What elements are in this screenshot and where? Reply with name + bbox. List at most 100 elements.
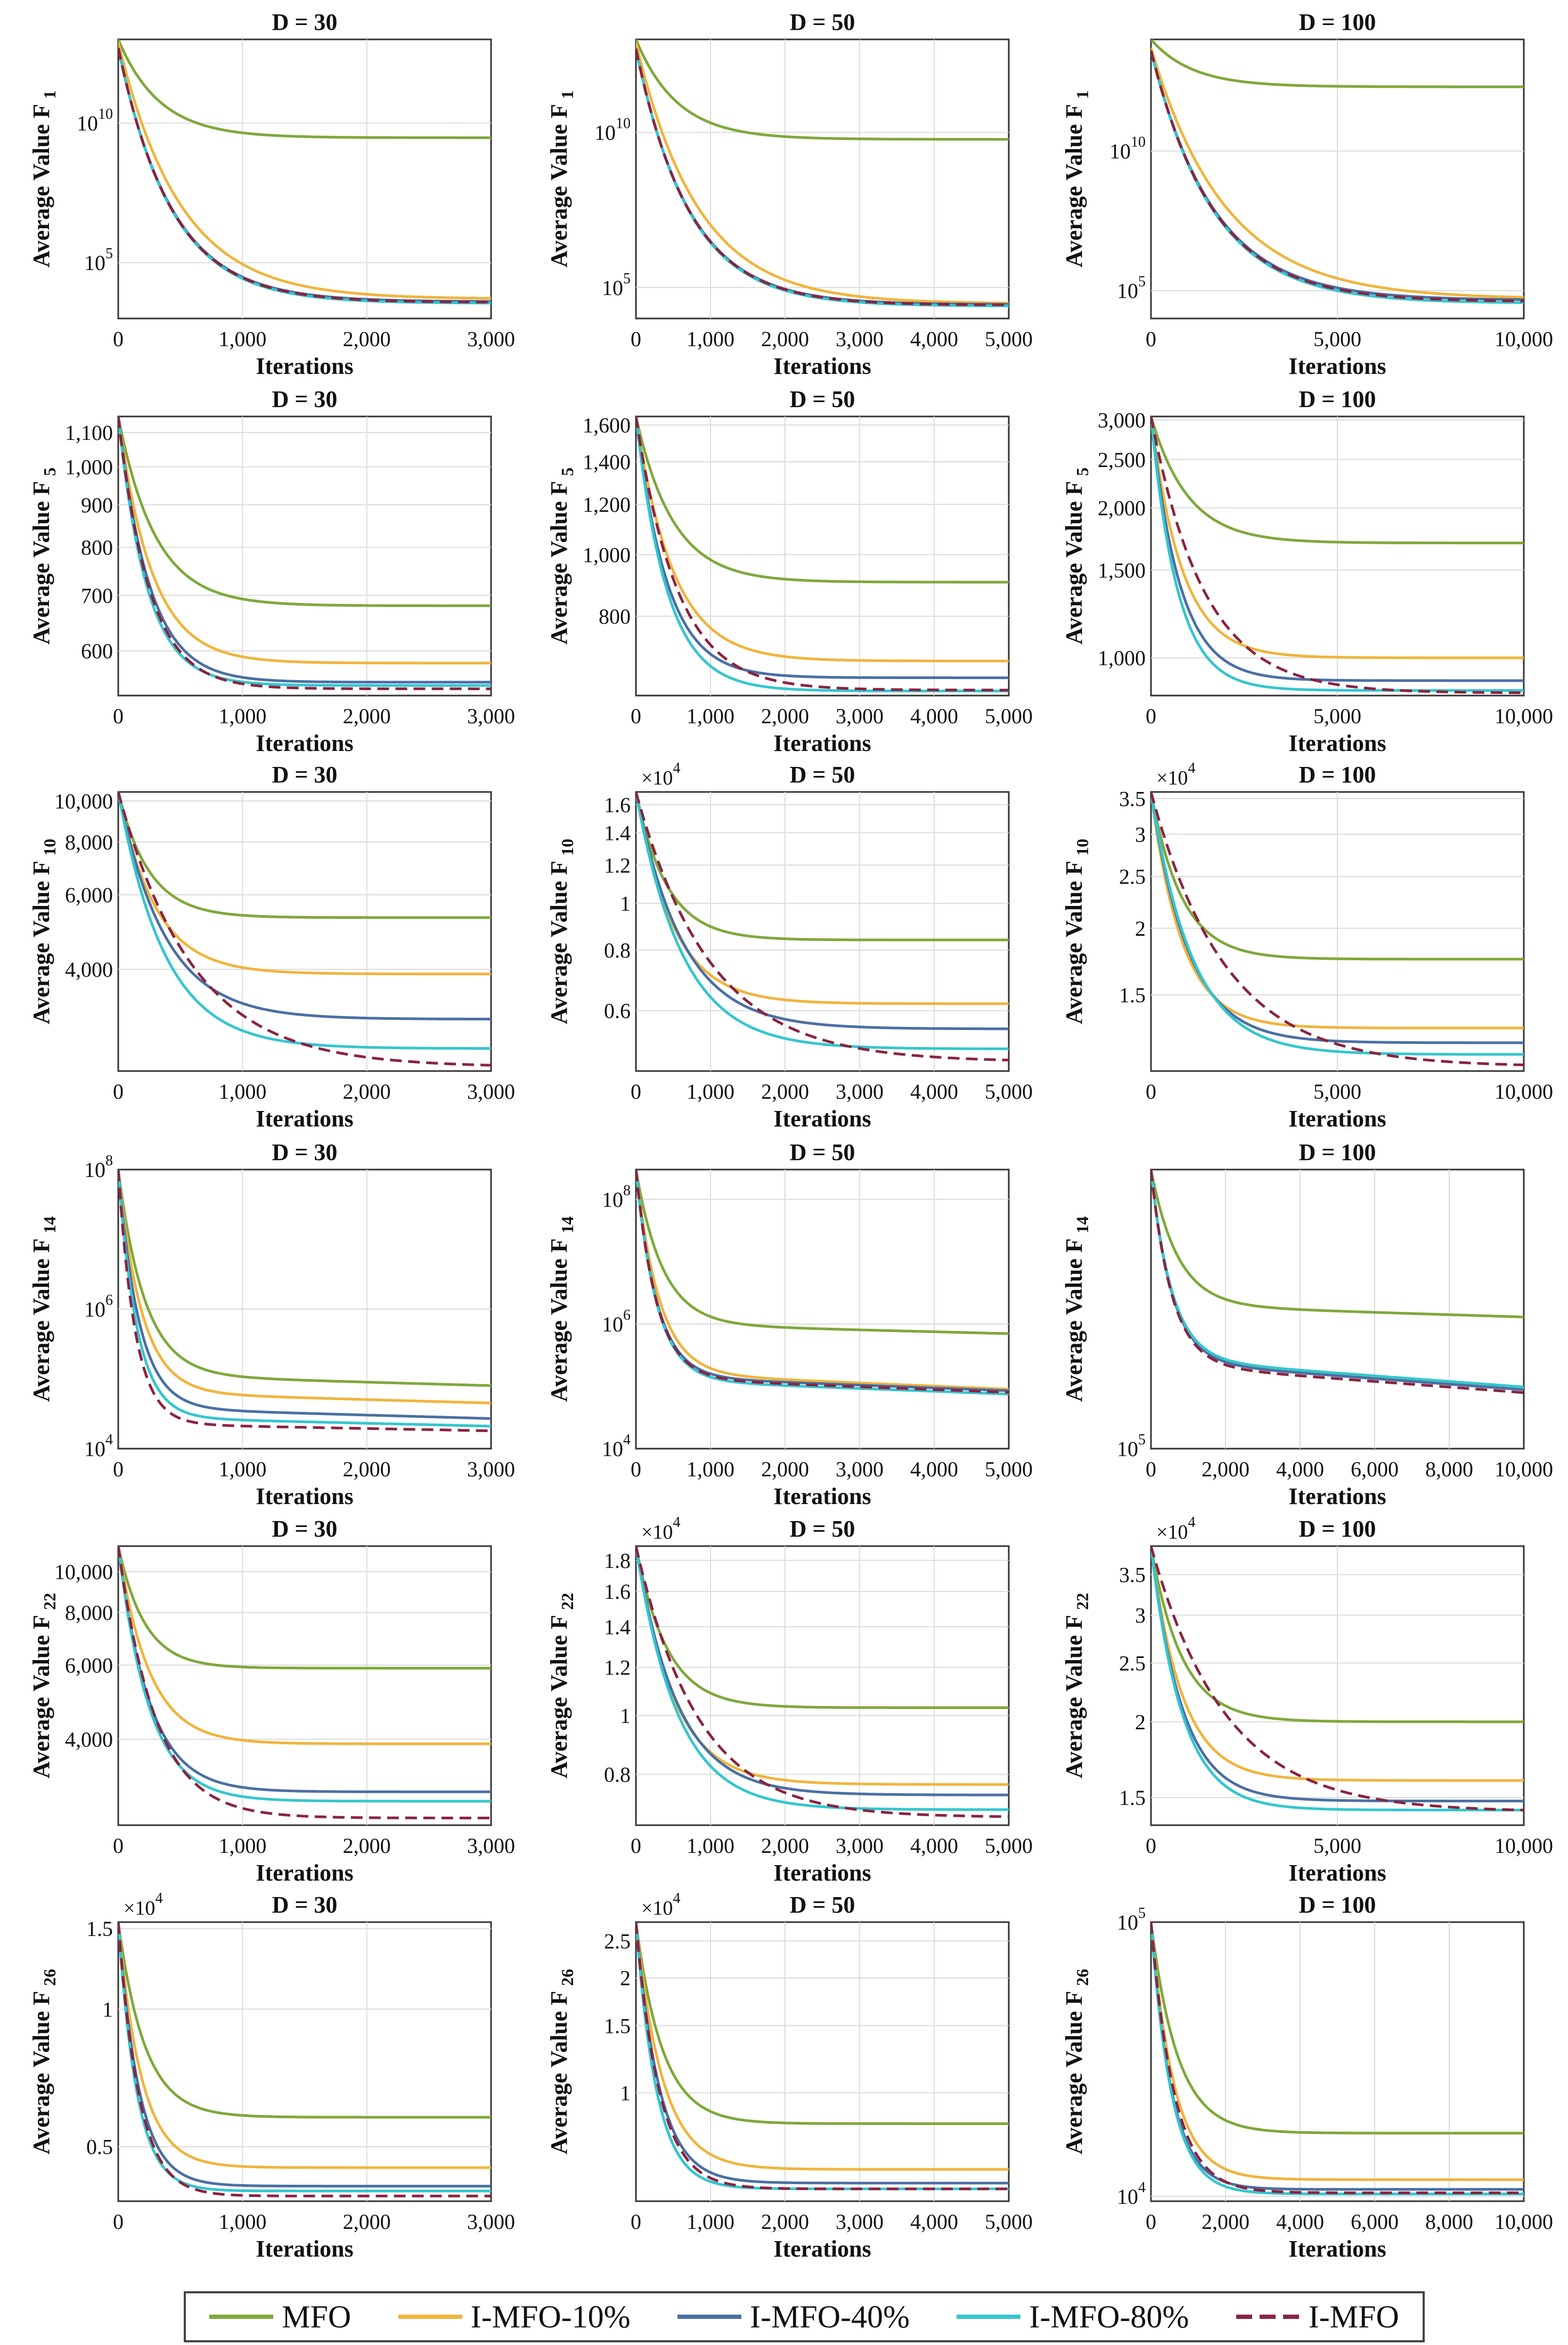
x-axis-label: Iterations (1288, 1860, 1386, 1886)
x-axis-label: Iterations (773, 1860, 871, 1886)
series-line-i-mfo-10pct (1151, 416, 1524, 659)
x-tick-label: 5,000 (1313, 704, 1361, 728)
y-tick-label: 2,000 (1098, 496, 1146, 520)
series-line-i-mfo-10pct (1151, 47, 1524, 299)
y-tick-label: 1.5 (604, 2014, 631, 2038)
x-tick-label: 4,000 (910, 1457, 958, 1481)
x-axis-label: Iterations (773, 2236, 871, 2262)
subplot-F14-D30: 0 1,000 2,000 3,000 104 106 108 D = 30 Iteration… (28, 1139, 515, 1509)
legend-label: I-MFO-10% (470, 2299, 631, 2334)
y-axis-label: Average Value F 26 (28, 1969, 59, 2155)
series-line-mfo (1151, 1922, 1524, 2135)
x-axis-label: Iterations (256, 1483, 353, 1509)
subplot-F5-D50: 0 1,000 2,000 3,000 4,000 5,000 800 1,000 1,200 1… (546, 386, 1033, 756)
series-line-i-mfo-10pct (636, 42, 1009, 305)
x-tick-label: 1,000 (218, 327, 266, 351)
y-tick-label: 105 (1117, 274, 1146, 303)
series-line-i-mfo-40pct (636, 1546, 1009, 1796)
x-tick-label: 4,000 (1276, 1457, 1324, 1481)
y-tick-label: 105 (1117, 1432, 1146, 1461)
series-line-i-mfo-40pct (118, 1546, 491, 1793)
legend-swatch (398, 2315, 462, 2319)
x-tick-label: 3,000 (836, 1834, 884, 1858)
series-line-i-mfo (1151, 1170, 1524, 1394)
x-tick-label: 0 (631, 1834, 641, 1858)
x-tick-label: 0 (113, 1080, 124, 1104)
series-line-i-mfo-80pct (636, 1546, 1009, 1811)
x-tick-label: 0 (113, 327, 124, 351)
x-tick-label: 4,000 (910, 1080, 958, 1104)
series-line-i-mfo-10pct (118, 1546, 491, 1745)
series-line-i-mfo (636, 1546, 1009, 1818)
subplot-title: D = 30 (272, 1516, 338, 1542)
y-tick-label: 1 (620, 1704, 631, 1728)
y-tick-label: 2,500 (1098, 448, 1146, 472)
y-tick-label: 105 (1117, 1905, 1146, 1934)
series-line-i-mfo-10pct (636, 1170, 1009, 1391)
subplot-F14-D50: 0 1,000 2,000 3,000 4,000 5,000 104 106 108 D = 5… (546, 1139, 1033, 1509)
subplot-F1-D30: 0 1,000 2,000 3,000 105 1010 D = 30 Iterations A… (28, 9, 515, 379)
x-tick-label: 5,000 (985, 704, 1033, 728)
x-tick-label: 5,000 (1313, 327, 1361, 351)
series-line-i-mfo (1151, 1546, 1524, 1812)
x-tick-label: 1,000 (687, 1080, 734, 1104)
y-tick-label: 0.8 (604, 938, 631, 962)
series-line-i-mfo-40pct (1151, 1546, 1524, 1803)
subplot-title: D = 100 (1299, 386, 1376, 412)
x-tick-label: 0 (1146, 1080, 1156, 1104)
y-tick-label: 6,000 (65, 1653, 113, 1677)
series-line-i-mfo (1151, 50, 1524, 303)
x-tick-label: 4,000 (910, 327, 958, 351)
y-tick-label: 3.5 (1119, 787, 1146, 811)
series-line-i-mfo-40pct (118, 1922, 491, 2188)
x-tick-label: 6,000 (1351, 1457, 1399, 1481)
series-line-i-mfo-80pct (118, 1546, 491, 1803)
series-line-i-mfo-10pct (118, 1922, 491, 2169)
series-line-mfo (1151, 416, 1524, 544)
series-line-mfo (118, 792, 491, 919)
y-tick-label: 3.5 (1119, 1563, 1146, 1587)
series-line-i-mfo (118, 1546, 491, 1819)
series-line-i-mfo (1151, 792, 1524, 1066)
y-tick-label: 0.8 (604, 1763, 631, 1787)
series-line-i-mfo-10pct (118, 792, 491, 976)
y-tick-label: 104 (84, 1432, 113, 1461)
legend: MFO I-MFO-10% I-MFO-40% I-MFO-80% I-MFO (184, 2291, 1425, 2342)
subplot-F22-D50: 0 1,000 2,000 3,000 4,000 5,000 0.8 1 1.2 1.4 1.6 1… (546, 1514, 1033, 1886)
series-line-mfo (636, 39, 1009, 141)
series-line-i-mfo (636, 48, 1009, 306)
series-line-i-mfo-40pct (636, 1922, 1009, 2185)
legend-label: I-MFO (1308, 2299, 1399, 2334)
y-tick-label: 2.5 (1119, 1652, 1146, 1676)
series-line-i-mfo (118, 792, 491, 1067)
legend-swatch (677, 2315, 742, 2319)
y-multiplier: ×104 (124, 1890, 162, 1919)
y-axis-label: Average Value F 1 (546, 91, 577, 268)
series-line-i-mfo (636, 1922, 1009, 2191)
y-tick-label: 2.5 (604, 1929, 631, 1953)
series-line-i-mfo (636, 416, 1009, 692)
x-axis-label: Iterations (773, 1106, 871, 1132)
y-tick-label: 1010 (1109, 134, 1146, 164)
x-tick-label: 2,000 (343, 1080, 391, 1104)
y-axis-label: Average Value F 1 (1061, 91, 1092, 268)
y-tick-label: 1.6 (604, 793, 631, 817)
subplot-title: D = 30 (272, 762, 338, 788)
legend-entry: I-MFO-40% (677, 2299, 910, 2335)
x-tick-label: 2,000 (761, 1834, 809, 1858)
legend-label: I-MFO-80% (1029, 2299, 1189, 2334)
x-tick-label: 0 (1146, 1834, 1156, 1858)
plot-area (117, 791, 492, 1072)
x-tick-label: 8,000 (1425, 1457, 1473, 1481)
series-line-i-mfo-80pct (118, 1170, 491, 1428)
y-axis-label: Average Value F 22 (546, 1593, 577, 1779)
y-tick-label: 1,600 (583, 413, 631, 437)
y-axis-label: Average Value F 1 (28, 91, 59, 268)
series-line-i-mfo-40pct (636, 1170, 1009, 1392)
series-line-i-mfo-80pct (1151, 1170, 1524, 1388)
y-tick-label: 3,000 (1098, 408, 1146, 432)
y-tick-label: 2 (1135, 917, 1146, 941)
x-tick-label: 4,000 (910, 704, 958, 728)
series-line-i-mfo-40pct (1151, 416, 1524, 682)
